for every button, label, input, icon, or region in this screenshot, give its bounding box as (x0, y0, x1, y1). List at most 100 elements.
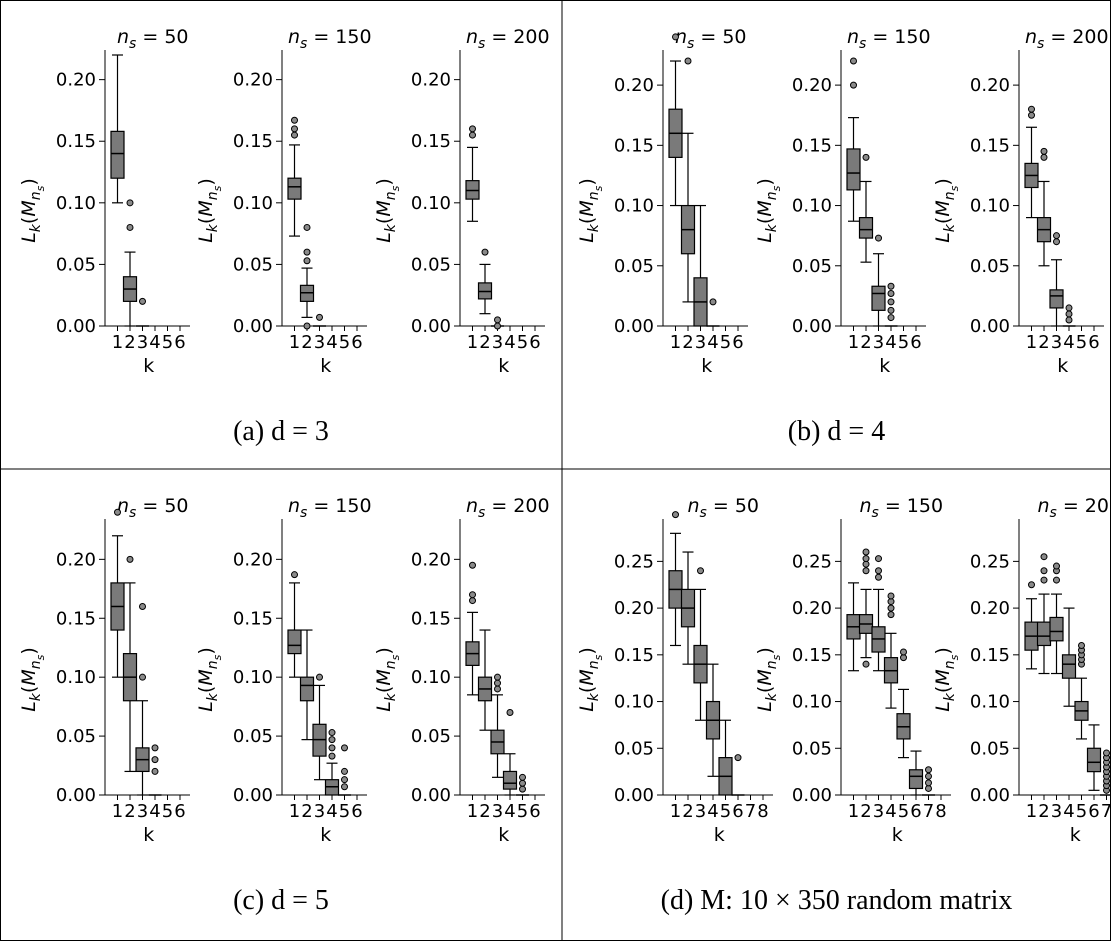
box-k4 (884, 282, 898, 327)
box-k2 (1036, 147, 1052, 267)
box-k1 (668, 511, 683, 647)
y-axis-label: Lk(Mns) (754, 647, 783, 712)
x-tick-label: 2 (479, 801, 490, 822)
outlier-point (139, 297, 146, 305)
subplot-2: 0.000.050.100.150.200.251 2 3 4 5 6 7 8kLk(Mns)… (754, 495, 951, 846)
box-k1 (1024, 105, 1039, 219)
subplot-3: 0.00 0.05 0.10 0.15 0.20 1 2 3 4 5 6k Lk(Mns) ns = 2… (373, 495, 550, 846)
x-tick-label: 6 (732, 801, 743, 822)
box-k4 (148, 744, 162, 796)
x-tick-label: 3 (873, 332, 884, 353)
y-tick-label: 0.10 (411, 193, 451, 214)
x-tick-label: 3 (137, 332, 148, 353)
outlier-point (494, 679, 501, 687)
x-tick-label: 6 (174, 332, 185, 353)
box-k6 (1086, 724, 1102, 791)
y-tick-label: 0.10 (56, 667, 96, 688)
y-tick-label: 0.20 (411, 549, 451, 570)
subplot-title: ns = 50 (117, 495, 189, 521)
x-tick-label: 2 (124, 801, 135, 822)
y-tick-label: 0.05 (56, 726, 96, 747)
y-tick-label: 0.10 (792, 692, 832, 713)
outlier-point (1065, 304, 1073, 312)
x-tick-label: 6 (1088, 332, 1099, 353)
outlier-point (862, 153, 870, 161)
x-tick-label: 4 (504, 801, 515, 822)
box-iqr (871, 285, 886, 311)
y-axis-label: Lk(Mns) (932, 178, 961, 243)
x-tick-label: 3 (695, 801, 706, 822)
outlier-point (126, 223, 134, 231)
y-axis-label: Lk(Mns) (576, 178, 605, 243)
x-tick-label: 4 (1063, 801, 1074, 822)
y-tick-label: 0.15 (233, 608, 273, 629)
x-tick-label: 4 (504, 332, 515, 353)
outlier-point (1028, 111, 1035, 119)
outlier-point (1065, 310, 1073, 318)
y-tick-label: 0.05 (970, 256, 1010, 277)
x-tick-label: 4 (326, 332, 337, 353)
x-tick-label: 5 (162, 332, 173, 353)
box-k3 (490, 673, 505, 778)
box-k6 (908, 750, 924, 796)
y-tick-label: 0.25 (970, 551, 1010, 572)
box-k4 (1061, 607, 1077, 707)
box-k2 (477, 248, 493, 315)
subplot-1: 0.00 0.05 0.10 0.15 0.20 1 2 3 4 5 6k Lk(Mns) ns = 5… (18, 26, 190, 377)
box-k1 (287, 571, 302, 678)
subplot-2: 0.00 0.05 0.10 0.15 0.20 1 2 3 4 5 6k Lk(Mns) ns = 1… (195, 26, 372, 377)
box-k1 (465, 125, 480, 222)
box-k5 (338, 744, 351, 796)
box-iqr (299, 676, 315, 702)
y-tick-label: 0.20 (970, 75, 1010, 96)
x-tick-label: 8 (757, 801, 768, 822)
box-iqr (1036, 621, 1052, 647)
y-tick-label: 0.00 (233, 316, 273, 337)
subplot-title: ns = 150 (288, 26, 372, 52)
outlier-point (519, 779, 526, 787)
y-axis-label: Lk(Mns) (576, 647, 605, 712)
outlier-point (151, 756, 159, 764)
outlier-point (1053, 232, 1060, 240)
outlier-point (887, 611, 895, 619)
x-tick-label: 4 (885, 801, 896, 822)
outlier-point (709, 298, 717, 306)
outlier-point (303, 257, 311, 265)
x-tick-label: 5 (720, 332, 731, 353)
box-iqr (1049, 616, 1064, 642)
box-k1 (1024, 581, 1039, 670)
box-k2 (477, 629, 493, 731)
box-iqr (287, 629, 302, 655)
y-tick-label: 0.10 (614, 692, 654, 713)
y-tick-label: 0.00 (56, 785, 96, 806)
subplot-title: ns = 50 (117, 26, 189, 52)
panel-caption: (c) d = 5 (233, 885, 329, 916)
outlier-point (341, 783, 348, 791)
y-axis-label: Lk(Mns) (373, 647, 402, 712)
outlier-point (875, 573, 882, 581)
x-tick-label: 6 (529, 332, 540, 353)
outlier-point (875, 234, 882, 242)
y-axis-label: Lk(Mns) (932, 647, 961, 712)
y-tick-label: 0.05 (614, 738, 654, 759)
outlier-point (862, 555, 870, 563)
outlier-point (862, 660, 870, 668)
outlier-point (684, 57, 692, 65)
x-axis-label: k (1057, 355, 1068, 377)
box-iqr (858, 217, 874, 239)
outlier-point (291, 125, 298, 133)
y-tick-label: 0.05 (614, 256, 654, 277)
subplot-title: ns = 200 (1025, 26, 1109, 52)
subplot-3: 0.00 0.05 0.10 0.15 0.20 1 2 3 4 5 6k Lk(Mns) ns = 2… (373, 26, 550, 377)
y-tick-label: 0.15 (56, 131, 96, 152)
box-k2 (858, 548, 874, 668)
box-k3 (312, 673, 327, 781)
box-k5 (718, 719, 733, 796)
subplot-title: ns = 200 (1037, 495, 1111, 521)
outlier-point (481, 248, 489, 256)
outlier-point (887, 314, 895, 322)
x-tick-label: 8 (935, 801, 946, 822)
x-tick-label: 1 (467, 332, 478, 353)
box-k2 (1036, 553, 1052, 675)
